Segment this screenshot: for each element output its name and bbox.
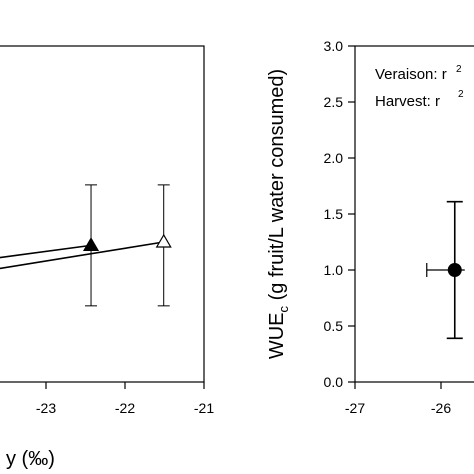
right-y-axis-title: WUEc (g fruit/L water consumed) <box>266 69 291 359</box>
left-series-group <box>0 184 172 307</box>
right-panel: 0.00.51.01.52.02.53.0-27 -26 Veraison: r … <box>266 38 474 416</box>
right-y-tick-label: 2.0 <box>324 150 344 166</box>
y-title-sub: c <box>276 305 291 312</box>
right-y-tick-label: 0.0 <box>324 374 344 390</box>
left-fit-line-1 <box>0 244 92 259</box>
open-triangle-marker <box>155 233 172 248</box>
left-x-axis-title: y (‰) <box>6 448 55 470</box>
left-fit-line-2 <box>0 241 164 270</box>
annotation-veraison-sup: 2 <box>456 64 462 75</box>
right-x-tick-label: -27 <box>345 400 365 416</box>
y-title-main: WUE <box>266 312 288 359</box>
right-y-tick-label: 2.5 <box>324 94 344 110</box>
left-x-ticks: -23 -22 -21 <box>36 382 214 416</box>
filled-triangle-marker <box>82 237 100 251</box>
left-x-tick-label: -21 <box>194 400 214 416</box>
annotation-harvest-sup: 2 <box>458 89 464 100</box>
left-x-tick-label: -22 <box>115 400 135 416</box>
left-plot-frame <box>0 45 205 383</box>
right-axis-ticks: 0.0 0.5 1.0 1.5 2.0 2.5 3.0 -27 -26 <box>324 38 452 416</box>
annotation-veraison: Veraison: r <box>375 66 447 83</box>
right-series-group <box>426 200 465 340</box>
left-panel: -23 -22 -21 y (‰) <box>0 45 214 470</box>
annotation-harvest: Harvest: r <box>375 93 440 110</box>
right-x-tick-label: -26 <box>431 400 451 416</box>
filled-circle-marker <box>447 263 462 277</box>
right-y-tick-label: 1.0 <box>324 262 344 278</box>
right-y-tick-label: 0.5 <box>324 318 344 334</box>
right-y-tick-label: 3.0 <box>324 38 344 54</box>
right-y-tick-label: 1.5 <box>324 206 344 222</box>
left-x-tick-label: -23 <box>36 400 56 416</box>
y-title-rest: (g fruit/L water consumed) <box>266 69 288 306</box>
